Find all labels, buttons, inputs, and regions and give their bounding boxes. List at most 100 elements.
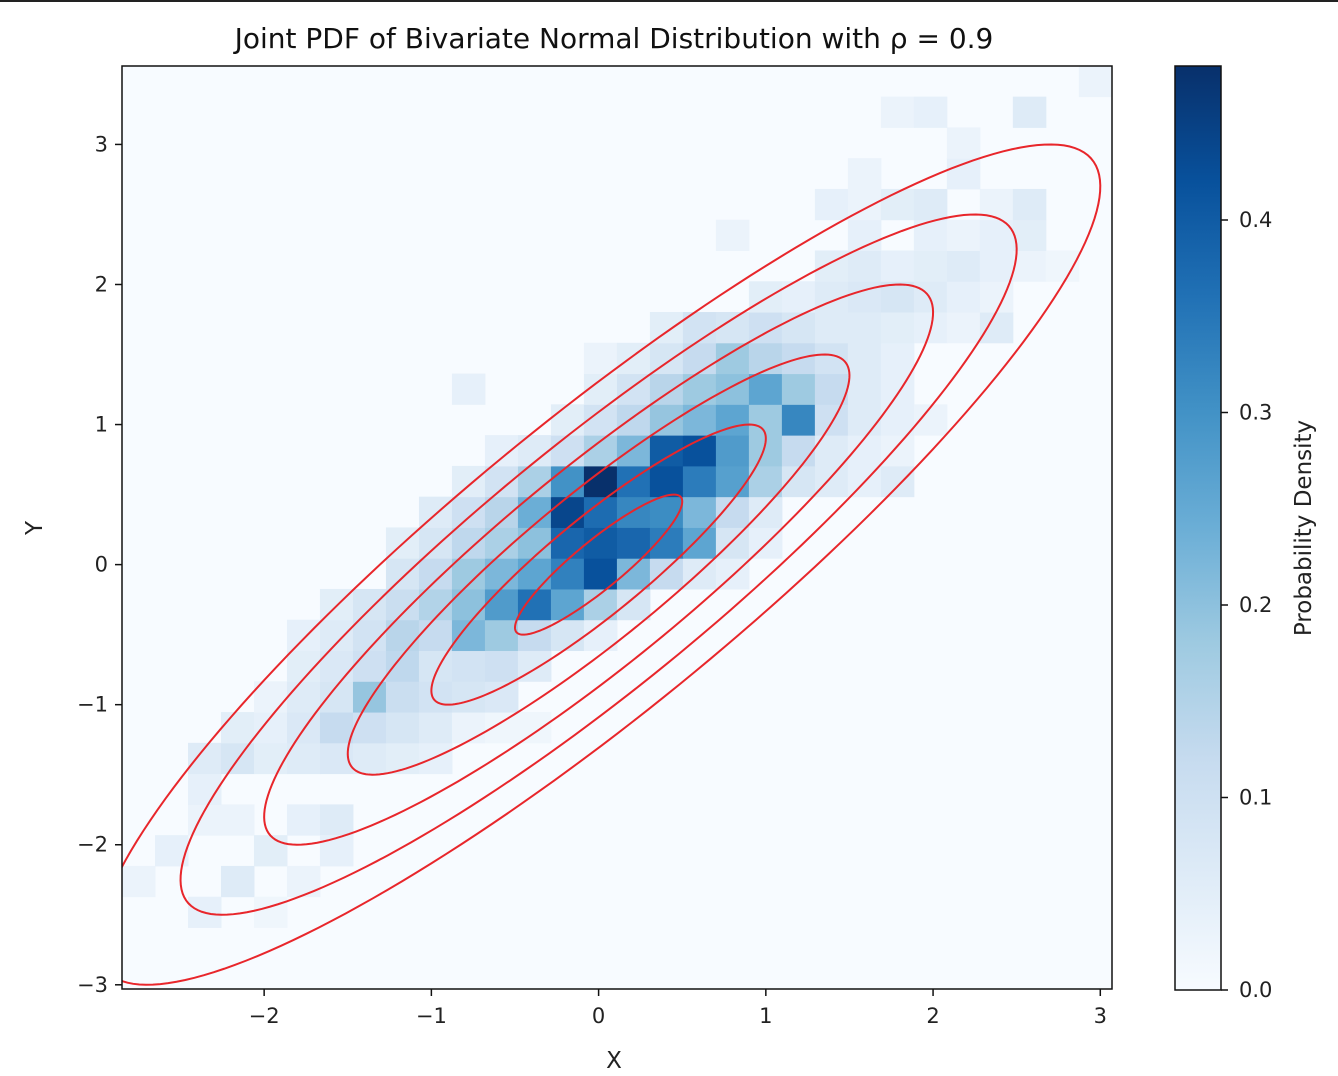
histogram-cell bbox=[682, 496, 717, 528]
histogram-cell bbox=[484, 712, 519, 744]
histogram-cell bbox=[319, 712, 354, 744]
contour-line bbox=[430, 423, 767, 706]
x-tick-label: 1 bbox=[759, 1004, 772, 1028]
histogram-cell bbox=[220, 865, 255, 898]
colorbar-ticks: 0.0 0.1 0.2 0.3 0.4 bbox=[1221, 208, 1272, 1002]
histogram-cell bbox=[550, 619, 585, 652]
histogram-cell bbox=[286, 804, 321, 836]
y-tick-label: −1 bbox=[77, 693, 108, 717]
histogram-cell bbox=[550, 527, 585, 559]
histogram-cell bbox=[748, 342, 783, 375]
histogram-cell bbox=[385, 712, 420, 744]
histogram-cell bbox=[913, 188, 948, 221]
histogram-cell bbox=[319, 619, 354, 652]
histogram-cell bbox=[649, 496, 684, 528]
histogram-cell bbox=[484, 435, 519, 467]
histogram-cell bbox=[187, 773, 222, 805]
histogram-cell bbox=[352, 742, 387, 775]
histogram-cell bbox=[682, 465, 717, 498]
histogram-cell bbox=[418, 712, 453, 744]
histogram-cell bbox=[122, 865, 156, 898]
histogram-cell bbox=[682, 527, 717, 559]
y-axis-label: Y bbox=[22, 520, 48, 536]
histogram-cell bbox=[781, 373, 816, 405]
histogram-cell bbox=[814, 188, 849, 221]
histogram-cell bbox=[550, 465, 585, 498]
histogram-cell bbox=[418, 742, 453, 775]
histogram-cell bbox=[715, 435, 750, 467]
histogram-cell bbox=[517, 527, 552, 559]
histogram-cell bbox=[451, 527, 486, 559]
histogram-cell bbox=[286, 865, 321, 898]
histogram-cell bbox=[253, 742, 288, 775]
histogram-cell bbox=[451, 650, 486, 682]
histogram-cell bbox=[484, 619, 519, 652]
colorbar-label: Probability Density bbox=[1291, 420, 1317, 636]
histogram-cell bbox=[649, 558, 684, 590]
histogram-cell bbox=[352, 681, 387, 713]
x-axis-label: X bbox=[606, 1048, 622, 1074]
histogram-cell bbox=[550, 404, 585, 436]
histogram-cell bbox=[418, 558, 453, 590]
y-tick-label: 0 bbox=[95, 553, 108, 577]
histogram-cell bbox=[1078, 66, 1112, 98]
histogram-cell bbox=[847, 342, 882, 375]
histogram-cell bbox=[451, 373, 486, 405]
colorbar: 0.0 0.1 0.2 0.3 0.4 Probability Density bbox=[1174, 65, 1317, 1002]
histogram-cell bbox=[286, 681, 321, 713]
contour-line bbox=[122, 143, 1102, 986]
histogram-cell bbox=[286, 619, 321, 652]
histogram-cell bbox=[682, 558, 717, 590]
histogram-cell bbox=[550, 435, 585, 467]
histogram-cell bbox=[946, 250, 981, 282]
histogram-cell bbox=[253, 835, 288, 867]
histogram-cell bbox=[649, 373, 684, 405]
histogram-cell bbox=[880, 250, 915, 282]
plot-frame bbox=[121, 65, 1113, 990]
histogram-cell bbox=[451, 465, 486, 498]
histogram-cell bbox=[418, 650, 453, 682]
histogram-cell bbox=[880, 342, 915, 375]
histogram-cell bbox=[616, 527, 651, 559]
colorbar-tick-label: 0.0 bbox=[1239, 978, 1272, 1002]
histogram-cell bbox=[946, 127, 981, 159]
y-tick-label: −3 bbox=[77, 973, 108, 997]
histogram-cell bbox=[649, 404, 684, 436]
histogram-cell bbox=[649, 342, 684, 375]
histogram-cell bbox=[220, 804, 255, 836]
histogram-cell bbox=[1012, 219, 1047, 251]
histogram-cell bbox=[847, 250, 882, 282]
histogram-cell bbox=[550, 588, 585, 621]
y-tick-label: 3 bbox=[95, 132, 108, 156]
histogram-cell bbox=[847, 158, 882, 190]
histogram-cell bbox=[253, 896, 288, 928]
histogram-cell bbox=[451, 588, 486, 621]
contour-line bbox=[263, 283, 935, 846]
histogram-cell bbox=[913, 96, 948, 128]
histogram-cell bbox=[220, 712, 255, 744]
histogram-cell bbox=[748, 373, 783, 405]
colorbar-tick-label: 0.1 bbox=[1239, 786, 1272, 810]
histogram-cell bbox=[484, 465, 519, 498]
histogram-cell bbox=[385, 681, 420, 713]
histogram-cell bbox=[418, 496, 453, 528]
histogram-cell bbox=[715, 465, 750, 498]
histogram-cell bbox=[880, 373, 915, 405]
histogram-cell bbox=[451, 712, 486, 744]
histogram-cell bbox=[781, 312, 816, 344]
histogram-cell bbox=[682, 404, 717, 436]
histogram-cell bbox=[880, 188, 915, 221]
contour-line bbox=[179, 213, 1018, 916]
histogram-cell bbox=[946, 219, 981, 251]
histogram-cell bbox=[748, 404, 783, 436]
colorbar-tick-label: 0.2 bbox=[1239, 593, 1272, 617]
histogram-cell bbox=[550, 496, 585, 528]
histogram-cell bbox=[913, 250, 948, 282]
colorbar-bar bbox=[1174, 65, 1222, 991]
histogram-cell bbox=[385, 558, 420, 590]
contour-line bbox=[513, 493, 684, 636]
histogram-cell bbox=[814, 312, 849, 344]
histogram-cell bbox=[946, 312, 981, 344]
histogram-cell bbox=[352, 712, 387, 744]
histogram-cell bbox=[418, 527, 453, 559]
